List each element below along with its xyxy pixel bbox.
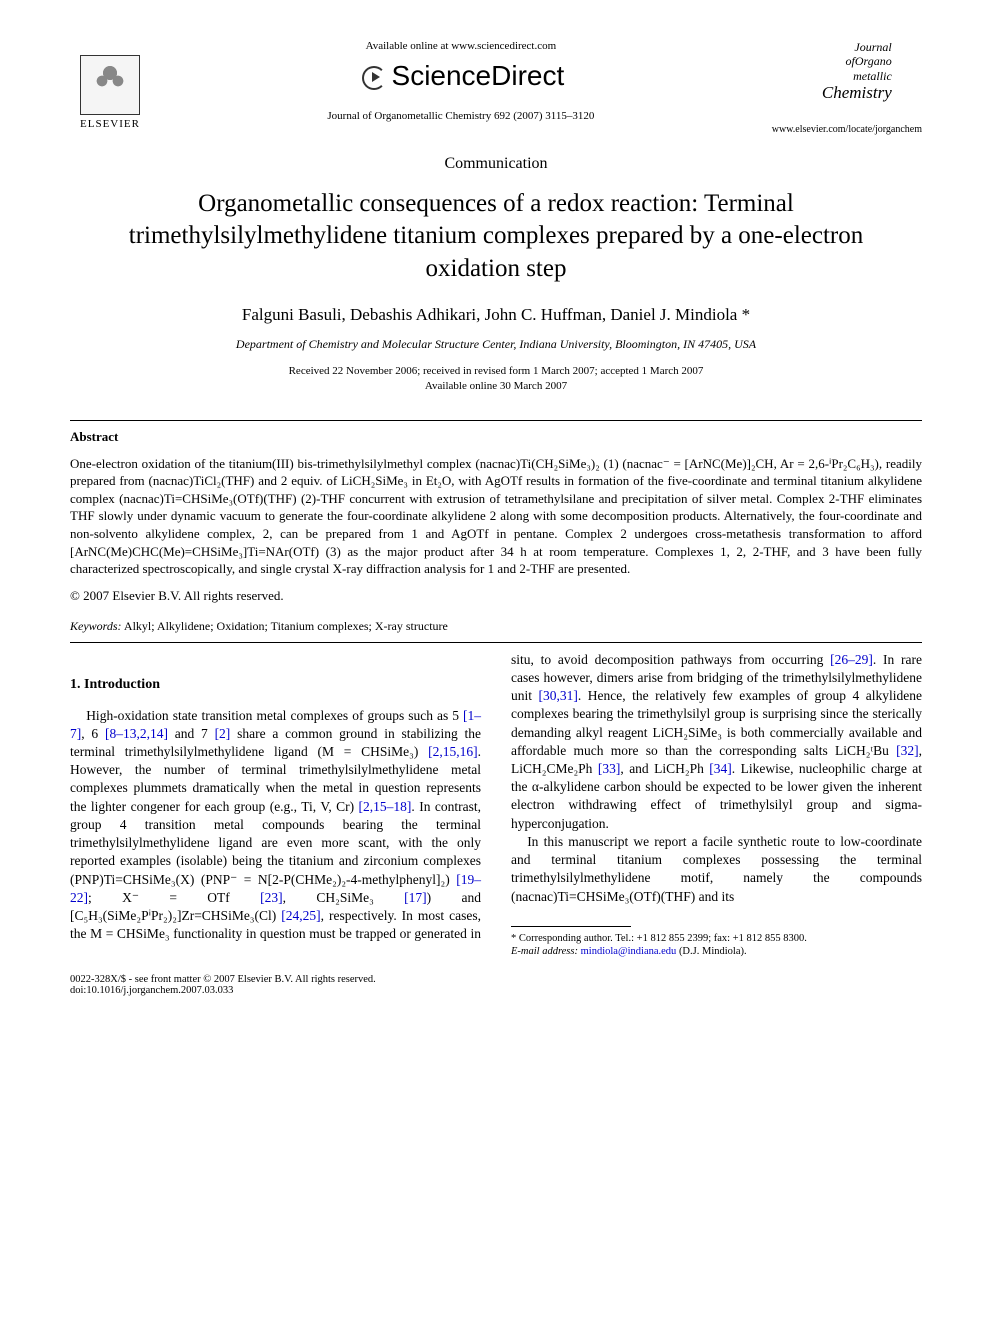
ref-link[interactable]: [23] [260, 890, 283, 905]
keywords-text: Alkyl; Alkylidene; Oxidation; Titanium c… [122, 619, 448, 633]
ref-link[interactable]: [2] [215, 726, 231, 741]
authors: Falguni Basuli, Debashis Adhikari, John … [70, 305, 922, 325]
journal-logo-line2: ofOrgano [772, 54, 892, 68]
footer-left: 0022-328X/$ - see front matter © 2007 El… [70, 974, 376, 996]
journal-logo: Journal ofOrgano metallic Chemistry [772, 40, 892, 104]
available-online-text: Available online at www.sciencedirect.co… [150, 40, 772, 52]
ref-link[interactable]: [34] [709, 761, 732, 776]
keywords-label: Keywords: [70, 619, 122, 633]
divider-top [70, 420, 922, 421]
intro-paragraph-1: High-oxidation state transition metal co… [70, 651, 922, 959]
ref-link[interactable]: [8–13,2,14] [105, 726, 168, 741]
corr-author-line: * Corresponding author. Tel.: +1 812 855… [511, 932, 922, 946]
elsevier-label: ELSEVIER [80, 118, 140, 130]
journal-logo-line1: Journal [772, 40, 892, 54]
available-date: Available online 30 March 2007 [70, 379, 922, 394]
ref-link[interactable]: [2,15,16] [428, 744, 478, 759]
journal-reference: Journal of Organometallic Chemistry 692 … [150, 110, 772, 122]
journal-logo-line3: metallic [772, 69, 892, 83]
sciencedirect-text: ScienceDirect [392, 60, 565, 92]
abstract-heading: Abstract [70, 429, 922, 445]
affiliation: Department of Chemistry and Molecular St… [70, 337, 922, 352]
received-date: Received 22 November 2006; received in r… [70, 364, 922, 379]
article-dates: Received 22 November 2006; received in r… [70, 364, 922, 395]
article-type: Communication [70, 155, 922, 173]
doi-line: doi:10.1016/j.jorganchem.2007.03.033 [70, 985, 376, 996]
footnote-separator [511, 926, 631, 927]
ref-link[interactable]: [32] [896, 743, 919, 758]
corresponding-author-footnote: * Corresponding author. Tel.: +1 812 855… [511, 932, 922, 959]
body-columns: 1. Introduction High-oxidation state tra… [70, 651, 922, 959]
sciencedirect-icon [358, 62, 386, 90]
journal-side: Journal ofOrgano metallic Chemistry www.… [772, 40, 922, 135]
elsevier-logo: ELSEVIER [70, 40, 150, 130]
page-footer: 0022-328X/$ - see front matter © 2007 El… [70, 974, 922, 996]
journal-logo-line4: Chemistry [772, 83, 892, 103]
ref-link[interactable]: [33] [598, 761, 621, 776]
issn-line: 0022-328X/$ - see front matter © 2007 El… [70, 974, 376, 985]
abstract-copyright: © 2007 Elsevier B.V. All rights reserved… [70, 588, 922, 604]
sciencedirect-logo: ScienceDirect [358, 60, 565, 92]
section-1-heading: 1. Introduction [70, 676, 481, 695]
abstract-body: One-electron oxidation of the titanium(I… [70, 455, 922, 578]
ref-link[interactable]: [24,25] [281, 908, 320, 923]
intro-paragraph-2: In this manuscript we report a facile sy… [511, 833, 922, 906]
journal-url: www.elsevier.com/locate/jorganchem [772, 124, 922, 135]
email-name: (D.J. Mindiola). [676, 946, 746, 957]
divider-bottom [70, 642, 922, 643]
center-header: Available online at www.sciencedirect.co… [150, 40, 772, 122]
email-label: E-mail address: [511, 946, 578, 957]
article-title: Organometallic consequences of a redox r… [70, 188, 922, 286]
ref-link[interactable]: [30,31] [539, 688, 578, 703]
ref-link[interactable]: [17] [404, 890, 427, 905]
elsevier-tree-icon [80, 55, 140, 115]
ref-link[interactable]: [2,15–18] [359, 799, 412, 814]
keywords-line: Keywords: Alkyl; Alkylidene; Oxidation; … [70, 619, 922, 634]
ref-link[interactable]: [26–29] [830, 652, 873, 667]
email-link[interactable]: mindiola@indiana.edu [578, 946, 676, 957]
header-row: ELSEVIER Available online at www.science… [70, 40, 922, 135]
corr-email-line: E-mail address: mindiola@indiana.edu (D.… [511, 945, 922, 959]
